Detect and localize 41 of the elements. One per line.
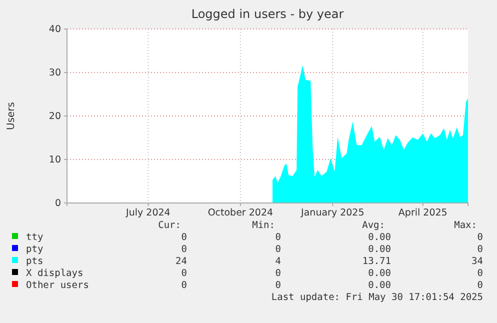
text: 0.00 — [368, 244, 392, 255]
text: Max: — [454, 220, 477, 231]
y-tick-label: 30 — [48, 68, 61, 79]
text: 0.00 — [368, 268, 392, 279]
text: 0.00 — [368, 232, 392, 243]
text: 34 — [472, 256, 484, 267]
legend-label: X displays — [26, 268, 84, 279]
text: 0 — [477, 232, 484, 243]
x-tick-label: July 2024 — [125, 208, 170, 219]
legend-label: pts — [26, 256, 44, 267]
legend-label: pty — [26, 244, 44, 255]
x-tick-label: January 2025 — [300, 208, 364, 219]
y-tick-label: 10 — [48, 154, 61, 166]
legend-label: tty — [26, 232, 44, 243]
y-axis-title: Users — [6, 102, 17, 130]
y-tick-label: 20 — [48, 111, 61, 122]
chart-title: Logged in users - by year — [191, 7, 344, 21]
y-tick-label: 0 — [54, 198, 61, 210]
legend-label: Other users — [26, 280, 89, 291]
text: 0 — [275, 244, 282, 255]
x-tick-label: October 2024 — [208, 208, 274, 219]
text: 0 — [275, 268, 282, 279]
text: Min: — [252, 220, 275, 231]
text: Cur: — [158, 220, 181, 231]
text: Avg: — [362, 220, 385, 231]
text: 0 — [181, 280, 188, 291]
text: 0 — [477, 280, 484, 291]
text: Last update: Fri May 30 17:01:54 2025 — [271, 292, 483, 303]
text: 13.71 — [362, 256, 392, 267]
text: 24 — [176, 256, 188, 267]
text: 0 — [181, 232, 188, 243]
text: 0 — [181, 268, 188, 279]
y-tick-label: 40 — [48, 24, 61, 36]
text: 0 — [181, 244, 188, 255]
text: 0 — [275, 280, 282, 291]
text: 4 — [275, 256, 282, 267]
text: 0.00 — [368, 280, 392, 291]
text: 0 — [477, 244, 484, 255]
text: 0 — [275, 232, 282, 243]
x-tick-label: April 2025 — [398, 208, 448, 219]
text: 0 — [477, 268, 484, 279]
